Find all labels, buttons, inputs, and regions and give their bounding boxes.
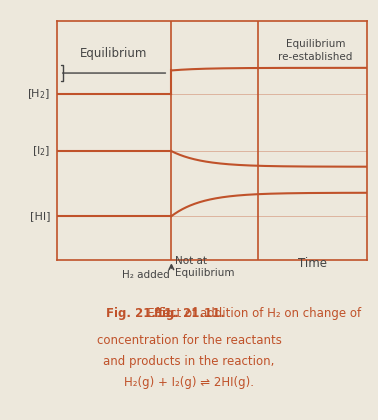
Text: Fig. 21.11. Effect of addition of H₂ on change of: Fig. 21.11. Effect of addition of H₂ on … <box>50 307 328 320</box>
Text: [HI]: [HI] <box>30 211 51 221</box>
Text: Fig. 21.11.: Fig. 21.11. <box>106 307 177 320</box>
Text: [H$_2$]: [H$_2$] <box>27 87 51 101</box>
Text: Equilibrium: Equilibrium <box>81 47 148 60</box>
Text: [I$_2$]: [I$_2$] <box>32 144 51 158</box>
Text: Equilibrium
re-established: Equilibrium re-established <box>278 39 353 63</box>
Text: Not at
Equilibrium: Not at Equilibrium <box>175 255 235 278</box>
Text: and products in the reaction,: and products in the reaction, <box>103 355 275 368</box>
Text: Time: Time <box>298 257 327 270</box>
Text: Fig. 21.11.: Fig. 21.11. <box>153 307 225 320</box>
Text: H₂(g) + I₂(g) ⇌ 2HI(g).: H₂(g) + I₂(g) ⇌ 2HI(g). <box>124 376 254 389</box>
Text: Effect of addition of H₂ on change of: Effect of addition of H₂ on change of <box>106 307 361 320</box>
Text: H₂ added: H₂ added <box>122 270 170 280</box>
Text: concentration for the reactants: concentration for the reactants <box>96 334 282 347</box>
